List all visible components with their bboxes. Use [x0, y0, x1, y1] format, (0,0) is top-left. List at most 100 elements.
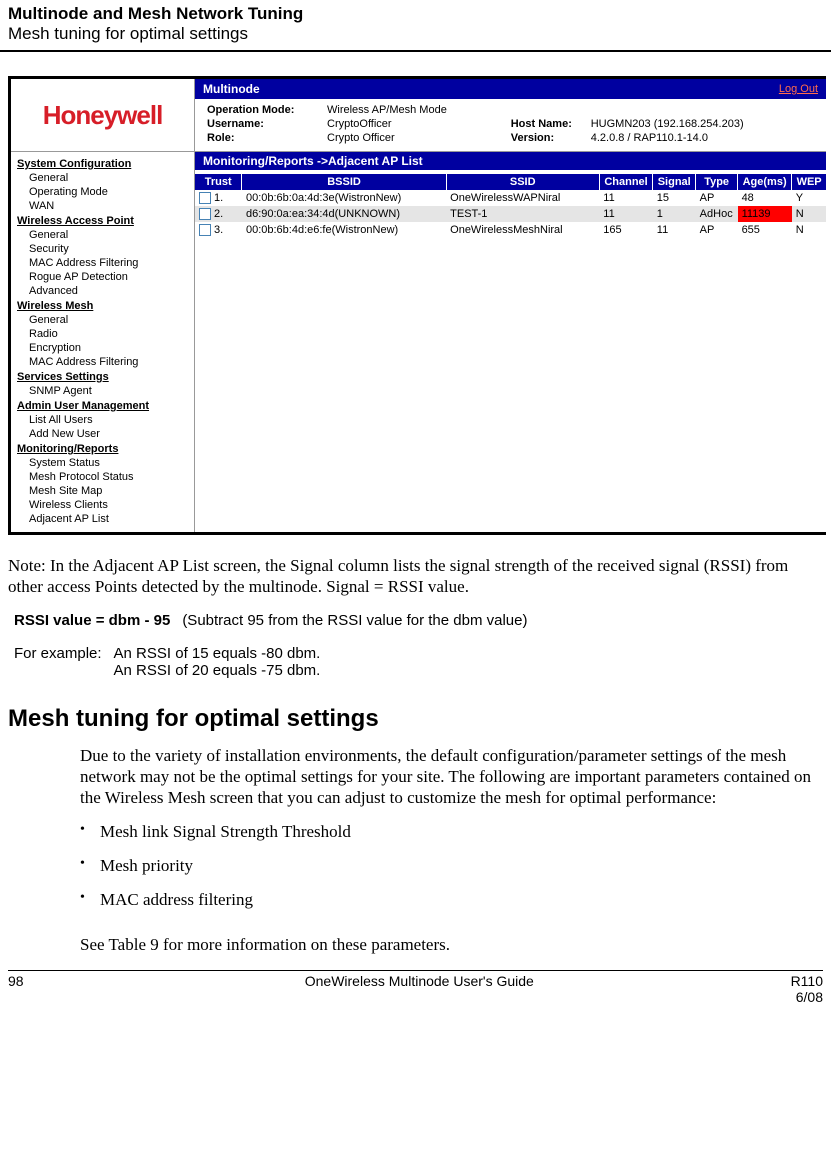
col-trust: Trust [195, 174, 242, 190]
sidebar-nav: System Configuration General Operating M… [11, 152, 195, 532]
role-value: Crypto Officer [323, 131, 507, 145]
calc-block: RSSI value = dbm - 95 (Subtract 95 from … [14, 608, 539, 633]
sidebar-item[interactable]: Security [17, 242, 194, 256]
sidebar-item[interactable]: Add New User [17, 427, 194, 441]
col-bssid: BSSID [242, 174, 446, 190]
bssid-cell: d6:90:0a:ea:34:4d(UNKNOWN) [242, 206, 446, 222]
logout-link[interactable]: Log Out [779, 83, 818, 95]
sidebar-item[interactable]: Rogue AP Detection [17, 270, 194, 284]
sidebar-cat[interactable]: Monitoring/Reports [17, 441, 194, 456]
role-label: Role: [203, 131, 323, 145]
wep-cell: N [792, 222, 826, 238]
footer-revision: R110 [791, 973, 823, 989]
hostname-value: HUGMN203 (192.168.254.203) [587, 117, 818, 131]
sidebar-item[interactable]: MAC Address Filtering [17, 355, 194, 369]
type-cell: AP [696, 190, 738, 206]
example-label: For example: [14, 641, 114, 683]
type-cell: AdHoc [696, 206, 738, 222]
sidebar-item[interactable]: Mesh Site Map [17, 484, 194, 498]
sidebar-item[interactable]: SNMP Agent [17, 384, 194, 398]
titlebar: Multinode Log Out [195, 79, 826, 99]
col-channel: Channel [599, 174, 653, 190]
sidebar-item[interactable]: Adjacent AP List [17, 512, 194, 526]
note-text: Note: In the Adjacent AP List screen, th… [8, 555, 823, 598]
table-row: 1. 00:0b:6b:0a:4d:3e(WistronNew)OneWirele… [195, 190, 826, 206]
sidebar-cat[interactable]: System Configuration [17, 156, 194, 171]
sidebar-item[interactable]: Mesh Protocol Status [17, 470, 194, 484]
row-number: 1. [211, 192, 223, 204]
titlebar-title: Multinode [203, 82, 260, 96]
col-type: Type [696, 174, 738, 190]
formula-note: (Subtract 95 from the RSSI value for the… [182, 608, 539, 633]
param-list: Mesh link Signal Strength Threshold Mesh… [80, 822, 813, 924]
example-line: An RSSI of 20 equals -75 dbm. [114, 662, 321, 679]
channel-cell: 165 [599, 222, 653, 238]
type-cell: AP [696, 222, 738, 238]
row-number: 2. [211, 208, 223, 220]
ssid-cell: TEST-1 [446, 206, 599, 222]
sidebar-item[interactable]: List All Users [17, 413, 194, 427]
sidebar-item[interactable]: MAC Address Filtering [17, 256, 194, 270]
para-seealso: See Table 9 for more information on thes… [80, 934, 813, 955]
sidebar-item[interactable]: Radio [17, 327, 194, 341]
table-row: 3. 00:0b:6b:4d:e6:fe(WistronNew)OneWirele… [195, 222, 826, 238]
opmode-value: Wireless AP/Mesh Mode [323, 103, 507, 117]
sidebar-item[interactable]: General [17, 313, 194, 327]
section-heading: Mesh tuning for optimal settings [8, 705, 823, 733]
sidebar-cat[interactable]: Wireless Access Point [17, 213, 194, 228]
bssid-cell: 00:0b:6b:4d:e6:fe(WistronNew) [242, 222, 446, 238]
signal-cell: 15 [653, 190, 696, 206]
col-wep: WEP [792, 174, 826, 190]
sidebar-item[interactable]: Wireless Clients [17, 498, 194, 512]
trust-checkbox[interactable] [199, 224, 211, 236]
bssid-cell: 00:0b:6b:0a:4d:3e(WistronNew) [242, 190, 446, 206]
doc-subtitle: Mesh tuning for optimal settings [8, 24, 823, 44]
sidebar-item[interactable]: System Status [17, 456, 194, 470]
trust-checkbox[interactable] [199, 192, 211, 204]
version-label: Version: [507, 131, 587, 145]
wep-cell: N [792, 206, 826, 222]
ssid-cell: OneWirelessMeshNiral [446, 222, 599, 238]
age-cell: 655 [738, 222, 792, 238]
param-item: Mesh priority [80, 856, 813, 890]
sidebar-item[interactable]: WAN [17, 199, 194, 213]
col-age: Age(ms) [738, 174, 792, 190]
ssid-cell: OneWirelessWAPNiral [446, 190, 599, 206]
footer-date: 6/08 [791, 989, 823, 1005]
row-number: 3. [211, 224, 223, 236]
trust-checkbox[interactable] [199, 208, 211, 220]
sidebar-item[interactable]: General [17, 171, 194, 185]
username-label: Username: [203, 117, 323, 131]
sidebar-item[interactable]: Operating Mode [17, 185, 194, 199]
signal-cell: 11 [653, 222, 696, 238]
col-signal: Signal [653, 174, 696, 190]
age-cell: 11139 [738, 206, 792, 222]
page-header: Multinode and Mesh Network Tuning Mesh t… [0, 0, 831, 52]
brand-logo-text: Honeywell [43, 100, 163, 131]
example-line: An RSSI of 15 equals -80 dbm. [114, 645, 321, 662]
channel-cell: 11 [599, 190, 653, 206]
page-footer: 98 OneWireless Multinode User's Guide R1… [8, 970, 823, 1005]
channel-cell: 11 [599, 206, 653, 222]
brand-logo: Honeywell [11, 79, 195, 152]
formula: RSSI value = dbm - 95 [14, 608, 182, 633]
sidebar-item[interactable]: Encryption [17, 341, 194, 355]
signal-cell: 1 [653, 206, 696, 222]
param-item: Mesh link Signal Strength Threshold [80, 822, 813, 856]
sidebar-item[interactable]: General [17, 228, 194, 242]
sidebar-item[interactable]: Advanced [17, 284, 194, 298]
sidebar-cat[interactable]: Wireless Mesh [17, 298, 194, 313]
sidebar-cat[interactable]: Admin User Management [17, 398, 194, 413]
wep-cell: Y [792, 190, 826, 206]
footer-page: 98 [8, 973, 48, 1005]
age-cell: 48 [738, 190, 792, 206]
trust-cell: 3. [195, 222, 242, 238]
example-block: For example: An RSSI of 15 equals -80 db… [14, 641, 332, 683]
version-value: 4.2.0.8 / RAP110.1-14.0 [587, 131, 818, 145]
hostname-label: Host Name: [507, 117, 587, 131]
para-intro: Due to the variety of installation envir… [80, 745, 813, 809]
session-info: Operation Mode: Wireless AP/Mesh Mode Us… [195, 99, 826, 152]
trust-cell: 2. [195, 206, 242, 222]
sidebar-cat[interactable]: Services Settings [17, 369, 194, 384]
col-ssid: SSID [446, 174, 599, 190]
